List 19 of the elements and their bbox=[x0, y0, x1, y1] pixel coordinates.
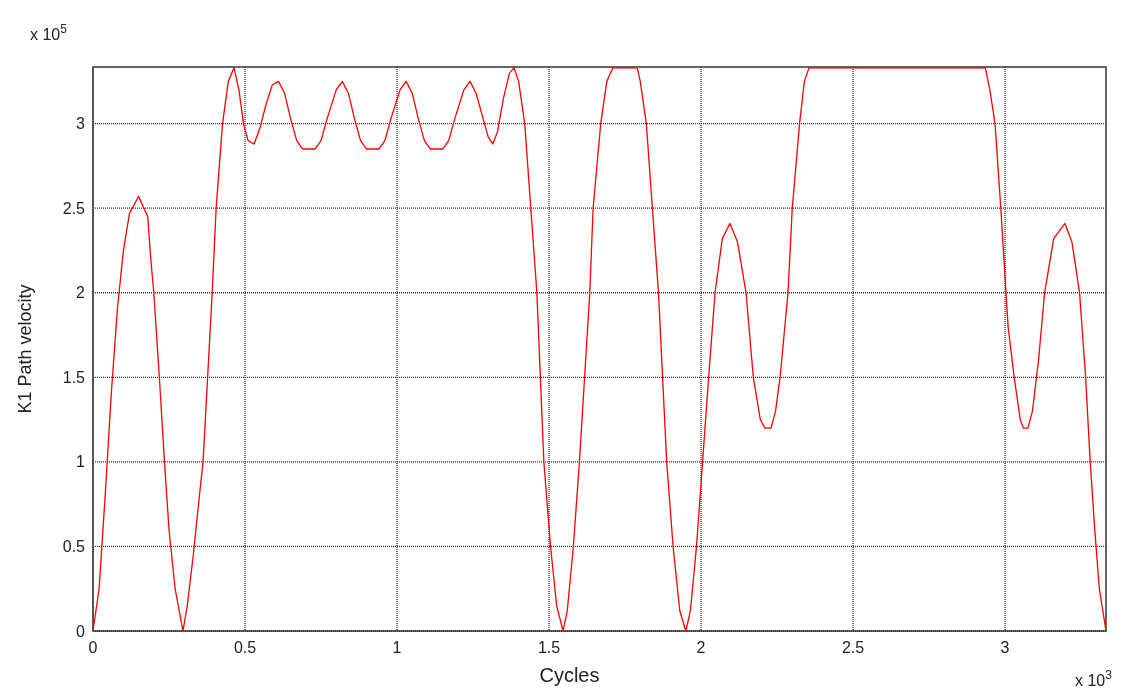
x-tick-label: 2 bbox=[696, 639, 706, 656]
x-tick-label: 1.5 bbox=[537, 639, 561, 656]
x-tick-label: 3 bbox=[1000, 639, 1010, 656]
x-axis-title: Cycles bbox=[539, 664, 600, 686]
text: x 10$^{3}$ bbox=[1075, 668, 1113, 689]
x-tick-label: 2.5 bbox=[841, 639, 865, 656]
y-axis-title: K1 Path velocity bbox=[15, 284, 35, 414]
x-tick-label: 0.5 bbox=[233, 639, 257, 656]
y-tick-label: 3 bbox=[76, 115, 86, 133]
text: x 10$^{5}$ bbox=[30, 22, 68, 43]
x-tick-label: 0 bbox=[88, 639, 98, 656]
y-tick-label: 1.5 bbox=[62, 368, 86, 386]
y-tick-label: 2 bbox=[76, 284, 86, 302]
line-series bbox=[93, 67, 1106, 632]
y-tick-label: 0 bbox=[76, 622, 86, 640]
y-tick-label: 2.5 bbox=[62, 199, 86, 217]
y-tick-label: 0.5 bbox=[62, 538, 86, 556]
y-tick-label: 1 bbox=[76, 453, 86, 471]
x-tick-label: 1 bbox=[392, 639, 402, 656]
